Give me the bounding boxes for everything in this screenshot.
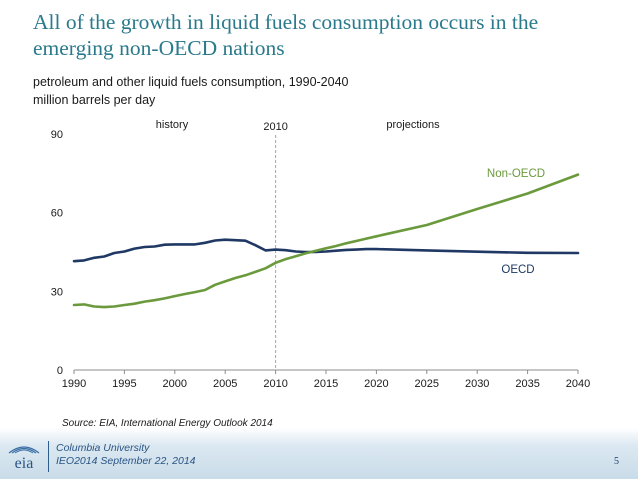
y-tick-label: 30 <box>51 286 63 298</box>
projections-label: projections <box>386 119 440 131</box>
x-tick-label: 1990 <box>62 378 86 390</box>
footer-text: Columbia University IEO2014 September 22… <box>56 442 196 468</box>
x-tick-label: 2025 <box>415 378 439 390</box>
x-tick-label: 1995 <box>112 378 136 390</box>
footer-band <box>0 428 638 479</box>
footer-divider <box>48 441 49 472</box>
x-tick-label: 2040 <box>566 378 590 390</box>
y-tick-label: 90 <box>51 129 63 141</box>
page-number: 5 <box>614 456 619 467</box>
x-tick-label: 2000 <box>163 378 187 390</box>
eia-logo-text: eia <box>15 455 34 472</box>
subtitle-line-1: petroleum and other liquid fuels consump… <box>33 75 349 89</box>
series-line-oecd <box>72 238 580 263</box>
series-label-oecd: OECD <box>501 264 534 276</box>
y-tick-label: 60 <box>51 208 63 220</box>
history-label: history <box>156 119 189 131</box>
subtitle-line-2: million barrels per day <box>33 93 156 107</box>
chart-subtitle: petroleum and other liquid fuels consump… <box>33 73 349 109</box>
series-label-non-oecd: Non-OECD <box>487 168 545 180</box>
x-tick-label: 2020 <box>364 378 388 390</box>
chart-axes: 0 30 60 90 1990 1995 2000 2005 2010 2015 2020 2025 2… <box>51 129 590 390</box>
eia-logo-icon: eia <box>8 446 40 472</box>
x-tick-label: 2010 <box>263 378 287 390</box>
y-tick-label: 0 <box>57 365 63 377</box>
footer-line-2: IEO2014 September 22, 2014 <box>56 455 196 467</box>
footer-line-1: Columbia University <box>56 442 150 454</box>
slide-title: All of the growth in liquid fuels consum… <box>33 10 539 60</box>
x-tick-label: 2015 <box>314 378 338 390</box>
series-labels: OECD Non-OECD <box>487 168 545 276</box>
source-note: Source: EIA, International Energy Outloo… <box>62 418 273 429</box>
divider-year-label: 2010 <box>263 121 287 133</box>
x-tick-label: 2005 <box>213 378 237 390</box>
series-line-non-oecd <box>72 173 580 309</box>
x-tick-label: 2035 <box>515 378 539 390</box>
chart-annotations: history 2010 projections <box>156 119 440 370</box>
x-tick-label: 2030 <box>465 378 489 390</box>
chart-series <box>72 173 580 309</box>
